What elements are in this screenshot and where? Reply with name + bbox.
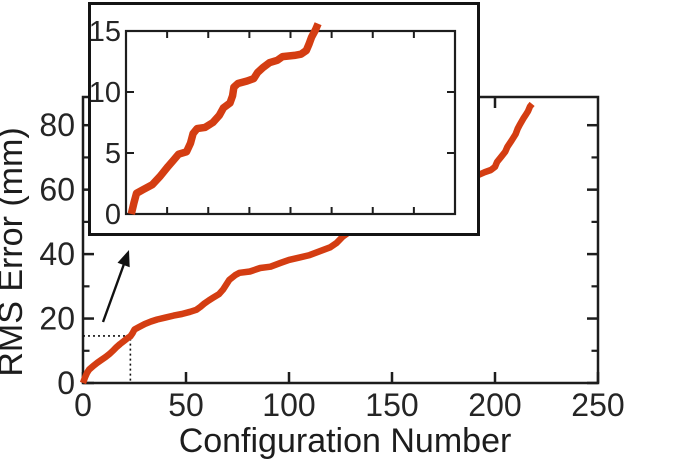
inset-y-tick-label: 10	[91, 77, 121, 109]
x-tick-label: 200	[468, 387, 521, 423]
y-tick-label: 40	[39, 236, 75, 272]
inset-series-line	[127, 22, 322, 215]
main-series-line	[79, 101, 535, 385]
x-tick-label: 0	[74, 387, 92, 423]
x-axis-label: Configuration Number	[179, 422, 512, 460]
y-tick-label: 20	[39, 301, 75, 337]
inset-panel: 0 5 10 15	[88, 2, 480, 236]
zoom-arrow	[101, 263, 126, 323]
x-tick-label: 250	[571, 387, 624, 423]
inset-chart: 0 5 10 15	[91, 16, 457, 231]
y-axis-label: RMS Error (mm)	[0, 127, 30, 376]
y-tick-label: 80	[39, 107, 75, 143]
x-tick-label: 150	[365, 387, 418, 423]
inset-y-tick-label: 0	[105, 199, 121, 231]
y-tick-label: 0	[57, 365, 75, 401]
zoom-arrow-head	[117, 250, 130, 268]
inset-y-tick-label: 15	[91, 16, 121, 48]
x-tick-label: 50	[168, 387, 204, 423]
inset-y-tick-label: 5	[105, 138, 121, 170]
y-tick-label: 60	[39, 172, 75, 208]
x-tick-label: 100	[262, 387, 315, 423]
zoom-region-outline	[83, 335, 132, 383]
